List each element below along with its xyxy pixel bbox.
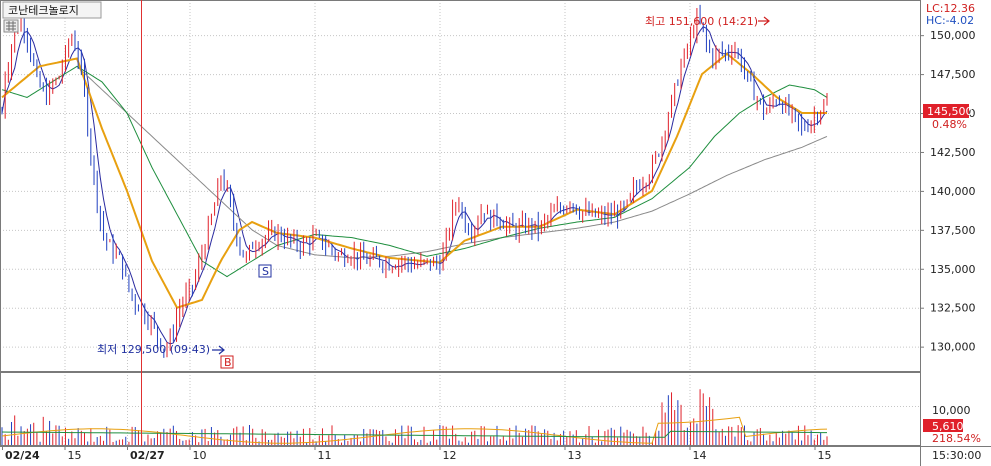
chart-title: 코난테크놀로지 [8,4,79,17]
x-axis-ticks: 02/24 15 02/27 10 11 12 13 14 15 [2,446,832,462]
x-tick-label: 15 [68,449,82,462]
current-price: 145,500 [927,105,973,118]
y-tick-label: 137,500 [930,224,976,237]
title-box[interactable] [2,1,102,19]
ma-longest-line [76,65,828,259]
volume-current-box [923,419,963,432]
table-icon [6,21,16,31]
volume-tick-label: 10,000 [932,404,971,417]
ma-long-line [1,65,828,278]
x-tick-label: 10 [193,449,207,462]
high-annotation: 최고 151,600 (14:21) [645,15,758,28]
x-tick-label: 12 [443,449,457,462]
x-tick-label: 02/27 [130,449,165,462]
volume-ratio: 218.54% [932,432,981,445]
y-tick-label: 147,500 [930,68,976,81]
x-tick-label: 11 [318,449,332,462]
current-change: 0.48% [932,118,967,131]
y-tick-label: 140,000 [930,185,976,198]
low-arrow-icon [212,345,225,355]
sell-marker: S [262,265,269,278]
x-tick-label: 14 [693,449,707,462]
lc-label: LC:12.36 [926,2,975,15]
y-axis-ticks: 150,000147,500145,000142,500140,000137,5… [920,29,976,354]
volume-current: 5,610 [932,420,964,433]
low-annotation: 최저 129,500 (09:43) [97,343,210,356]
y-tick-label: 132,500 [930,302,976,315]
price-series [1,4,828,358]
volume-ma-long [1,430,827,438]
sell-marker-box [258,264,272,278]
x-tick-label: 13 [568,449,582,462]
y-tick-label: 142,500 [930,146,976,159]
price-panel [0,0,920,372]
volume-bars [1,389,828,446]
buy-marker-box [220,355,234,369]
y-tick-label: 130,000 [930,341,976,354]
y-tick-label: 150,000 [930,29,976,42]
grid-lines [0,0,920,446]
high-arrow-icon [758,16,770,26]
x-tick-label: 02/24 [5,449,40,462]
y-tick-label: 135,000 [930,263,976,276]
buy-marker: B [224,356,232,369]
x-tick-label: 15 [818,449,832,462]
volume-ma-short [1,416,828,444]
hc-label: HC:-4.02 [926,14,974,27]
current-price-box [923,104,969,118]
time-label: 15:30:00 [932,449,981,462]
